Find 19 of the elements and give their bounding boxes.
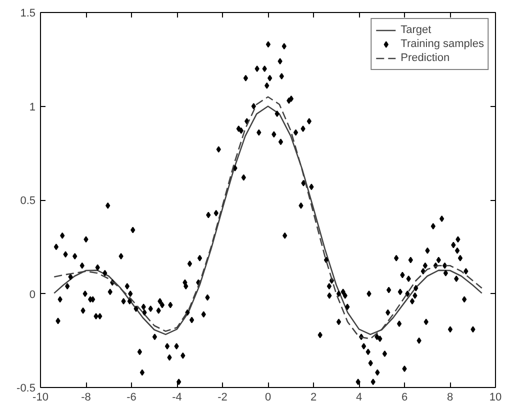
x-tick-label: -6 (126, 392, 136, 404)
x-tick-label: 6 (401, 392, 408, 404)
x-tick-label: 2 (310, 392, 317, 404)
x-tick-label: -8 (81, 392, 91, 404)
legend-label: Target (400, 23, 432, 37)
x-tick-label: 0 (264, 392, 272, 404)
x-tick-label: 4 (356, 392, 362, 404)
legend-label: Prediction (400, 51, 450, 65)
y-tick-label: 1 (29, 101, 36, 114)
x-tick-label: -10 (32, 392, 48, 404)
y-tick-label: 1.5 (20, 8, 36, 20)
x-tick-label: 10 (489, 392, 502, 404)
x-tick-label: 8 (446, 392, 454, 404)
x-tick-label: -2 (218, 392, 228, 404)
y-tick-label: -0.5 (16, 382, 36, 394)
legend-label: Training samples (400, 37, 484, 51)
y-tick-label: 0 (29, 288, 36, 301)
x-tick-label: -4 (172, 392, 182, 404)
y-tick-label: 0.5 (20, 195, 36, 207)
